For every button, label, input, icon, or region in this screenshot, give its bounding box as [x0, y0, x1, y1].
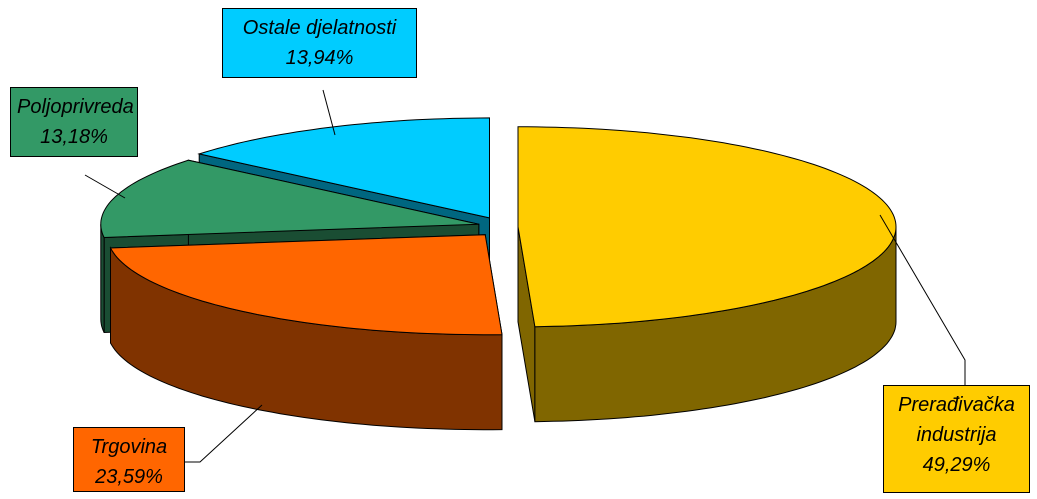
category-label: Trgovina [90, 436, 168, 458]
value-label: 13,18% [40, 126, 108, 148]
leader-line [879, 214, 966, 385]
data-label: Poljoprivreda 13,18% [10, 87, 138, 157]
slice [100, 159, 479, 239]
value-label: 13,94% [285, 47, 354, 69]
data-label: Prerađivačka industrija 49,29% [883, 385, 1030, 493]
leader-line [84, 174, 126, 199]
category-label: Poljoprivreda [17, 96, 134, 118]
slice [197, 117, 490, 219]
category-label: Ostale djelatnosti [242, 17, 397, 39]
slice [109, 234, 503, 336]
category-label: Prerađivačka industrija [898, 394, 1015, 446]
value-label: 49,29% [922, 454, 991, 476]
slice [517, 126, 897, 328]
leader-line [322, 89, 336, 136]
value-label: 23,59% [95, 466, 163, 488]
data-label: Ostale djelatnosti 13,94% [222, 8, 417, 78]
slice-wall [100, 224, 105, 333]
data-label: Trgovina 23,59% [73, 427, 185, 492]
leader-line [185, 404, 263, 463]
